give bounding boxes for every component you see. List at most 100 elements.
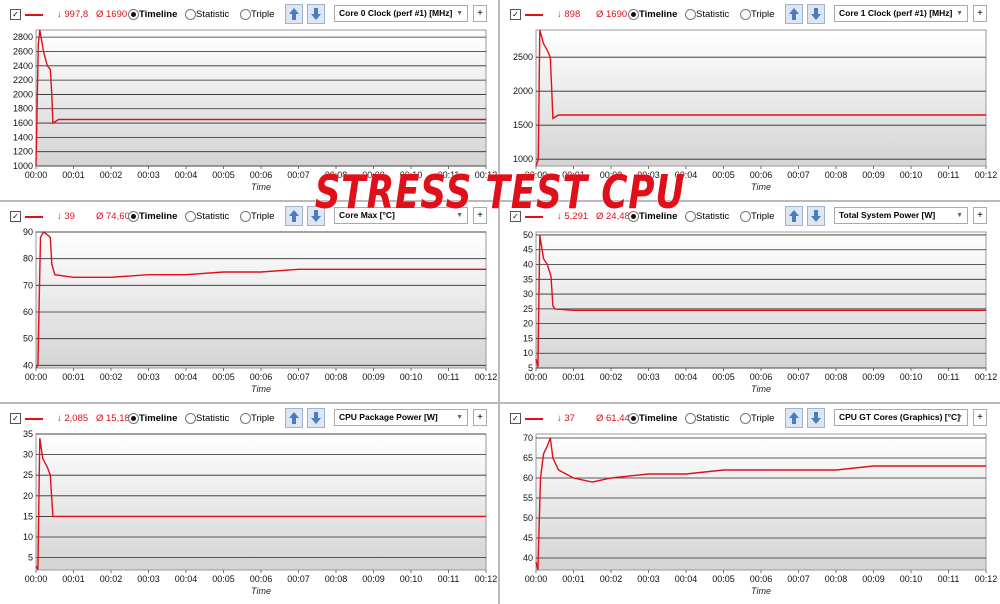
move-down-button[interactable] xyxy=(307,4,325,24)
x-tick-label: 00:10 xyxy=(400,372,423,382)
x-tick-label: 00:02 xyxy=(600,170,623,180)
x-tick-label: 00:09 xyxy=(362,372,385,382)
radio-triple[interactable] xyxy=(740,9,751,20)
x-tick-label: 00:01 xyxy=(562,574,585,584)
radio-timeline[interactable] xyxy=(628,9,639,20)
chart-panel: ✓ ↓ 39 Ø 74,60 Timeline Statistic Triple Core … xyxy=(0,202,498,402)
y-tick-label: 2400 xyxy=(13,61,33,71)
move-up-button[interactable] xyxy=(285,4,303,24)
series-color-swatch xyxy=(25,216,43,218)
x-axis-label: Time xyxy=(751,586,771,596)
x-tick-label: 00:02 xyxy=(600,574,623,584)
radio-statistic[interactable] xyxy=(685,211,696,222)
y-tick-label: 65 xyxy=(523,453,533,463)
y-tick-label: 1200 xyxy=(13,147,33,157)
x-tick-label: 00:09 xyxy=(362,574,385,584)
chart-svg: 1000 1200 1400 1600 1800 2000 2200 2400 2600 2800… xyxy=(13,29,497,192)
x-tick-label: 00:09 xyxy=(862,372,885,382)
series-checkbox[interactable]: ✓ xyxy=(510,9,521,20)
radio-triple[interactable] xyxy=(240,413,251,424)
radio-statistic[interactable] xyxy=(685,9,696,20)
sensor-select-value: CPU GT Cores (Graphics) [°C] xyxy=(839,412,960,422)
move-up-button[interactable] xyxy=(785,4,803,24)
min-value: ↓ 5,291 xyxy=(557,211,589,222)
y-tick-label: 25 xyxy=(523,304,533,314)
x-tick-label: 00:05 xyxy=(212,170,235,180)
sensor-select[interactable]: CPU GT Cores (Graphics) [°C] ▼ xyxy=(834,409,968,426)
sensor-select[interactable]: Total System Power [W] ▼ xyxy=(834,207,968,224)
x-tick-label: 00:12 xyxy=(975,372,998,382)
move-down-button[interactable] xyxy=(307,206,325,226)
radio-timeline[interactable] xyxy=(628,413,639,424)
x-tick-label: 00:09 xyxy=(862,170,885,180)
move-up-button[interactable] xyxy=(785,408,803,428)
panel-toolbar: ✓ ↓ 2,085 Ø 15,18 Timeline Statistic Triple CP… xyxy=(0,404,498,432)
series-checkbox[interactable]: ✓ xyxy=(510,413,521,424)
series-line xyxy=(35,29,486,167)
chart-panel: ✓ ↓ 5,291 Ø 24,48 Timeline Statistic Triple To… xyxy=(500,202,998,402)
series-line xyxy=(35,230,486,369)
series-checkbox[interactable]: ✓ xyxy=(510,211,521,222)
series-checkbox[interactable]: ✓ xyxy=(10,413,21,424)
radio-statistic[interactable] xyxy=(185,413,196,424)
arrow-up-icon xyxy=(289,412,299,424)
move-down-button[interactable] xyxy=(307,408,325,428)
y-tick-label: 1000 xyxy=(513,154,533,164)
y-tick-label: 40 xyxy=(23,360,33,370)
sensor-select[interactable]: CPU Package Power [W] ▼ xyxy=(334,409,468,426)
x-tick-label: 00:08 xyxy=(825,372,848,382)
sensor-select[interactable]: Core Max [°C] ▼ xyxy=(334,207,468,224)
x-tick-label: 00:03 xyxy=(137,170,160,180)
y-tick-label: 1600 xyxy=(13,118,33,128)
y-tick-label: 60 xyxy=(523,473,533,483)
x-tick-label: 00:05 xyxy=(212,372,235,382)
move-up-button[interactable] xyxy=(785,206,803,226)
y-tick-label: 30 xyxy=(23,450,33,460)
x-tick-label: 00:04 xyxy=(675,170,698,180)
x-tick-label: 00:12 xyxy=(475,372,498,382)
y-tick-label: 60 xyxy=(23,307,33,317)
y-tick-label: 40 xyxy=(523,260,533,270)
x-tick-label: 00:11 xyxy=(438,372,460,382)
radio-triple[interactable] xyxy=(740,413,751,424)
radio-triple[interactable] xyxy=(240,9,251,20)
radio-statistic[interactable] xyxy=(185,9,196,20)
y-tick-label: 55 xyxy=(523,493,533,503)
x-tick-label: 00:00 xyxy=(525,170,548,180)
move-down-button[interactable] xyxy=(807,206,825,226)
radio-statistic[interactable] xyxy=(185,211,196,222)
x-tick-label: 00:01 xyxy=(562,170,585,180)
add-series-button[interactable]: + xyxy=(473,409,487,426)
add-series-button[interactable]: + xyxy=(473,207,487,224)
add-series-button[interactable]: + xyxy=(973,5,987,22)
x-tick-label: 00:04 xyxy=(675,574,698,584)
radio-timeline[interactable] xyxy=(128,211,139,222)
move-up-button[interactable] xyxy=(285,408,303,428)
series-checkbox[interactable]: ✓ xyxy=(10,211,21,222)
x-tick-label: 00:00 xyxy=(25,170,48,180)
radio-timeline[interactable] xyxy=(128,9,139,20)
radio-triple[interactable] xyxy=(240,211,251,222)
sensor-select[interactable]: Core 0 Clock (perf #1) [MHz] ▼ xyxy=(334,5,468,22)
y-tick-label: 20 xyxy=(23,491,33,501)
x-tick-label: 00:09 xyxy=(362,170,385,180)
radio-timeline[interactable] xyxy=(628,211,639,222)
sensor-select[interactable]: Core 1 Clock (perf #1) [MHz] ▼ xyxy=(834,5,968,22)
arrow-up-icon xyxy=(789,412,799,424)
y-tick-label: 2200 xyxy=(13,75,33,85)
radio-timeline[interactable] xyxy=(128,413,139,424)
chart-panel: ✓ ↓ 898 Ø 1690 Timeline Statistic Triple Core … xyxy=(500,0,998,200)
radio-triple[interactable] xyxy=(740,211,751,222)
series-checkbox[interactable]: ✓ xyxy=(10,9,21,20)
radio-statistic[interactable] xyxy=(685,413,696,424)
x-tick-label: 00:00 xyxy=(525,372,548,382)
x-tick-label: 00:08 xyxy=(325,372,348,382)
x-tick-label: 00:10 xyxy=(400,170,423,180)
add-series-button[interactable]: + xyxy=(473,5,487,22)
move-up-button[interactable] xyxy=(285,206,303,226)
move-down-button[interactable] xyxy=(807,4,825,24)
add-series-button[interactable]: + xyxy=(973,207,987,224)
y-tick-label: 40 xyxy=(523,553,533,563)
add-series-button[interactable]: + xyxy=(973,409,987,426)
move-down-button[interactable] xyxy=(807,408,825,428)
